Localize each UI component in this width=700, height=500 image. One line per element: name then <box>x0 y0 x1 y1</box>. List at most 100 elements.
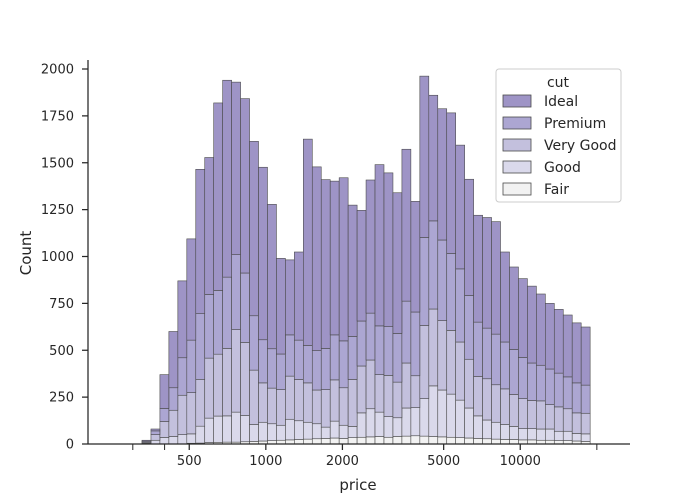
bar-very-good-23 <box>347 379 358 427</box>
bar-good-3 <box>168 436 179 445</box>
bar-very-good-7 <box>204 357 214 419</box>
bar-good-34 <box>446 393 456 438</box>
bar-good-20 <box>320 426 331 439</box>
bar-good-21 <box>329 420 340 439</box>
bar-ideal-44 <box>536 293 546 366</box>
bar-premium-26 <box>374 325 385 375</box>
bar-good-35 <box>455 399 465 438</box>
bar-fair-34 <box>446 436 456 445</box>
bar-good-24 <box>356 412 367 438</box>
bar-very-good-38 <box>482 378 492 421</box>
bar-good-31 <box>419 398 430 437</box>
legend-label-good: Good <box>544 160 581 176</box>
bar-very-good-39 <box>491 384 501 423</box>
bar-fair-21 <box>329 437 340 445</box>
legend-swatch-very-good <box>502 138 532 152</box>
bar-premium-42 <box>518 357 528 399</box>
bar-ideal-24 <box>356 210 367 322</box>
bar-very-good-36 <box>464 358 474 409</box>
bar-good-32 <box>428 385 439 437</box>
y-tick-label: 1000 <box>41 250 74 265</box>
bar-very-good-34 <box>446 330 456 395</box>
bar-fair-28 <box>392 436 403 445</box>
bar-ideal-37 <box>473 214 483 323</box>
bar-good-11 <box>240 415 250 443</box>
bar-good-7 <box>204 417 214 443</box>
bar-very-good-33 <box>437 320 448 391</box>
bar-very-good-12 <box>249 369 259 425</box>
bar-ideal-29 <box>401 148 412 302</box>
bar-ideal-11 <box>240 98 250 274</box>
y-axis-ticks: 0 250 500 750 1000 1250 1500 1750 2000 <box>41 63 88 453</box>
bar-ideal-6 <box>195 169 206 314</box>
bar-fair-31 <box>419 435 430 445</box>
bar-premium-43 <box>527 362 537 401</box>
bar-premium-23 <box>347 336 358 380</box>
bar-good-39 <box>491 421 501 440</box>
bar-premium-32 <box>428 220 439 310</box>
bar-ideal-38 <box>482 217 492 329</box>
bar-very-good-14 <box>267 387 277 425</box>
bar-fair-30 <box>410 435 421 445</box>
bar-very-good-32 <box>428 308 439 387</box>
bar-ideal-17 <box>294 251 304 341</box>
bar-good-9 <box>222 415 232 443</box>
bar-very-good-11 <box>240 342 250 416</box>
bar-very-good-44 <box>536 400 546 430</box>
legend-items: Ideal Premium Very Good Good Fair <box>502 94 616 198</box>
bar-very-good-45 <box>545 404 555 430</box>
bar-fair-25 <box>365 436 376 445</box>
bar-ideal-3 <box>168 331 179 389</box>
bar-ideal-25 <box>365 179 376 314</box>
y-tick-label: 1750 <box>41 109 74 124</box>
bar-very-good-26 <box>374 374 385 413</box>
bar-ideal-22 <box>338 177 349 342</box>
bar-ideal-21 <box>329 180 340 336</box>
bar-very-good-21 <box>329 379 340 422</box>
bar-fair-35 <box>455 437 465 445</box>
bar-good-41 <box>509 426 519 440</box>
bar-good-14 <box>267 423 277 441</box>
bar-good-48 <box>571 433 582 442</box>
legend-label-fair: Fair <box>544 182 569 198</box>
bar-very-good-4 <box>177 394 188 435</box>
bar-ideal-36 <box>464 178 474 296</box>
bar-ideal-18 <box>303 138 313 346</box>
bar-ideal-4 <box>177 280 188 359</box>
bar-ideal-33 <box>437 108 448 241</box>
bar-premium-46 <box>553 372 564 408</box>
bar-fair-29 <box>401 435 412 445</box>
bar-good-5 <box>186 433 197 444</box>
bar-ideal-12 <box>249 141 259 317</box>
bar-premium-31 <box>419 237 430 326</box>
bar-premium-4 <box>177 357 188 396</box>
bar-ideal-16 <box>285 259 295 336</box>
x-axis-label: price <box>339 476 376 494</box>
bar-good-46 <box>553 430 564 441</box>
bar-premium-17 <box>294 339 304 380</box>
bar-ideal-46 <box>553 309 564 374</box>
legend-label-ideal: Ideal <box>544 94 578 110</box>
bar-premium-38 <box>482 327 492 380</box>
bar-premium-29 <box>401 300 412 364</box>
bar-fair-18 <box>303 438 313 445</box>
bar-fair-32 <box>428 436 439 445</box>
bar-premium-35 <box>455 268 465 343</box>
bar-very-good-48 <box>571 412 582 434</box>
bars-layer <box>141 75 591 445</box>
bar-good-27 <box>383 416 394 438</box>
bar-very-good-6 <box>195 379 206 427</box>
bar-good-36 <box>464 407 474 439</box>
legend-swatch-fair <box>502 182 532 196</box>
bar-fair-19 <box>311 438 322 445</box>
bar-premium-1 <box>150 430 161 435</box>
bar-ideal-10 <box>231 81 241 255</box>
bar-premium-33 <box>437 239 448 321</box>
bar-fair-33 <box>437 436 448 445</box>
bar-good-23 <box>347 426 358 438</box>
y-axis-label: Count <box>17 231 35 276</box>
bar-good-25 <box>365 408 376 438</box>
bar-very-good-10 <box>231 329 241 413</box>
bar-fair-20 <box>320 438 331 445</box>
bar-ideal-34 <box>446 112 456 254</box>
